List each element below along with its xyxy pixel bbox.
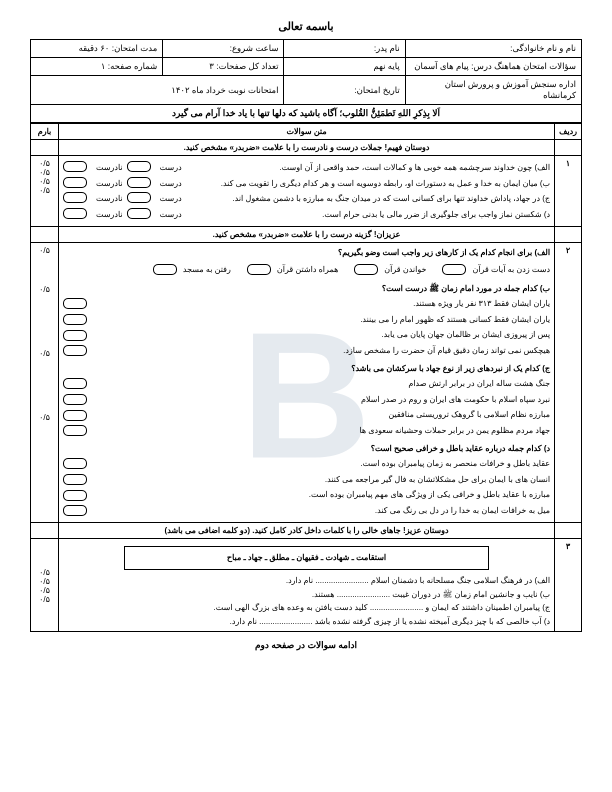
header-subject: سؤالات امتحان هماهنگ درس: پیام های آسمان: [405, 58, 581, 76]
q3-number: ۳: [555, 539, 582, 632]
q1c-true-checkbox[interactable]: [127, 192, 151, 203]
header-term: امتحانات نوبت خرداد ماه ۱۴۰۲: [31, 76, 284, 105]
q3b-text: ب) نایب و جانشین امام زمان ﷺ در دوران غی…: [63, 588, 550, 602]
q2d-question: د) کدام جمله درباره عقاید باطل و خرافی ص…: [63, 442, 550, 456]
header-date: تاریخ امتحان:: [284, 76, 405, 105]
header-duration: مدت امتحان: ۶۰ دقیقه: [31, 40, 163, 58]
q2-body: الف) برای انجام کدام یک از کارهای زیر وا…: [59, 243, 555, 523]
q2c-check2[interactable]: [63, 394, 87, 405]
q1a-text: الف) چون خداوند سرچشمه همه خوبی ها و کما…: [182, 161, 550, 175]
q3d-text: د) آب خالصی که با چیز دیگری آمیخته نشده …: [63, 615, 550, 629]
q2b-opt2: یاران ایشان فقط کسانی هستند که ظهور امام…: [360, 313, 550, 327]
header-start: ساعت شروع:: [163, 40, 284, 58]
col-header-matn: متن سوالات: [59, 124, 555, 140]
q2c-opt3: مبارزه نظام اسلامی با گروهک تروریستی منا…: [388, 408, 550, 422]
q2b-opt1: یاران ایشان فقط ۳۱۳ نفر یار ویژه هستند.: [413, 297, 550, 311]
q2c-question: ج) کدام یک از نبردهای زیر از نوع جهاد با…: [63, 362, 550, 376]
section2-title: عزیزان! گزینه درست را با علامت «ضربدر» م…: [59, 227, 555, 243]
q2a-opt1: دست زدن به آیات قرآن: [472, 263, 550, 277]
header-name: نام و نام خانوادگی:: [405, 40, 581, 58]
continue-note: ادامه سوالات در صفحه دوم: [30, 640, 582, 651]
q2d-check4[interactable]: [63, 505, 87, 516]
q2a-check2[interactable]: [354, 264, 378, 275]
hadith-text: اَلا بِذِکرِ اللهِ تَطمَئِنُّ القُلوب؛ آ…: [31, 105, 582, 123]
q2b-check2[interactable]: [63, 314, 87, 325]
q3a-text: الف) در فرهنگ اسلامی جنگ مسلحانه با دشمن…: [63, 574, 550, 588]
q1c-false-checkbox[interactable]: [63, 192, 87, 203]
q2d-check3[interactable]: [63, 490, 87, 501]
q2a-check1[interactable]: [442, 264, 466, 275]
header-father: نام پدر:: [284, 40, 405, 58]
q1a-true-checkbox[interactable]: [127, 161, 151, 172]
questions-table: ردیف متن سوالات بارم دوستان فهیم! جملات …: [30, 123, 582, 632]
header-dept: اداره سنجش آموزش و پرورش استان کرمانشاه: [405, 76, 581, 105]
q2a-opt2: خواندن قرآن: [384, 263, 426, 277]
q1-body: الف) چون خداوند سرچشمه همه خوبی ها و کما…: [59, 156, 555, 227]
q2b-check3[interactable]: [63, 330, 87, 341]
q2c-check4[interactable]: [63, 425, 87, 436]
q2d-opt2: انسان های با ایمان برای حل مشکلاتشان به …: [325, 473, 550, 487]
col-header-barem: بارم: [31, 124, 59, 140]
q2a-check4[interactable]: [153, 264, 177, 275]
q2d-opt3: مبارزه با عقاید باطل و خرافی یکی از ویژگ…: [309, 488, 550, 502]
true-label: درست: [160, 161, 182, 175]
q1d-false-checkbox[interactable]: [63, 208, 87, 219]
false-label: نادرست: [96, 161, 123, 175]
q2a-opt3: همراه داشتن قرآن: [277, 263, 338, 277]
q2a-question: الف) برای انجام کدام یک از کارهای زیر وا…: [63, 246, 550, 260]
q2b-opt3: پس از پیروزی ایشان بر ظالمان جهان پایان …: [381, 328, 550, 342]
q2a-opt4: رفتن به مسجد: [183, 263, 231, 277]
header-grade: پایه نهم: [284, 58, 405, 76]
col-header-radif: ردیف: [555, 124, 582, 140]
q3-body: استقامت ـ شهادت ـ فقیهان ـ مطلق ـ جهاد ـ…: [59, 539, 555, 632]
q2a-check3[interactable]: [247, 264, 271, 275]
q2-number: ۲: [555, 243, 582, 523]
q2b-question: ب) کدام جمله در مورد امام زمان ﷺ درست اس…: [63, 282, 550, 296]
q1-number: ۱: [555, 156, 582, 227]
q2b-check1[interactable]: [63, 298, 87, 309]
word-bank-box: استقامت ـ شهادت ـ فقیهان ـ مطلق ـ جهاد ـ…: [124, 546, 489, 570]
q1c-text: ج) در جهاد، پاداش خداوند تنها برای کسانی…: [182, 192, 550, 206]
q2d-opt4: میل به خرافات ایمان به خدا را در دل بی ر…: [375, 504, 550, 518]
q1d-text: د) شکستن نماز واجب برای جلوگیری از ضرر م…: [182, 208, 550, 222]
q2b-opt4: هیچکس نمی تواند زمان دقیق قیام آن حضرت ر…: [343, 344, 550, 358]
q1b-true-checkbox[interactable]: [127, 177, 151, 188]
q2c-check3[interactable]: [63, 410, 87, 421]
q2d-check2[interactable]: [63, 474, 87, 485]
q1a-false-checkbox[interactable]: [63, 161, 87, 172]
section1-title: دوستان فهیم! جملات درست و نادرست را با ع…: [59, 140, 555, 156]
q1-barem: ۰/۵ ۰/۵ ۰/۵ ۰/۵: [31, 156, 59, 227]
q1b-text: ب) میان ایمان به خدا و عمل به دستورات او…: [182, 177, 550, 191]
q2c-opt4: جهاد مردم مظلوم یمن در برابر حملات وحشیا…: [359, 424, 550, 438]
q2b-check4[interactable]: [63, 345, 87, 356]
section3-title: دوستان عزیز! جاهای خالی را با کلمات داخل…: [59, 523, 555, 539]
q2d-opt1: عقاید باطل و خرافات منحصر به زمان پیامبر…: [360, 457, 550, 471]
q2-barem: ۰/۵ ۰/۵ ۰/۵ ۰/۵: [31, 243, 59, 523]
q2c-check1[interactable]: [63, 378, 87, 389]
q3-barem: ۰/۵ ۰/۵ ۰/۵ ۰/۵: [31, 539, 59, 632]
header-pagenum: شماره صفحه: ۱: [31, 58, 163, 76]
page-title: باسمه تعالی: [30, 20, 582, 33]
q2c-opt2: نبرد سپاه اسلام با حکومت های ایران و روم…: [361, 393, 550, 407]
q3c-text: ج) پیامبران اطمینان داشتند که ایمان و ..…: [63, 601, 550, 615]
q2d-check1[interactable]: [63, 458, 87, 469]
exam-header-table: نام و نام خانوادگی: نام پدر: ساعت شروع: …: [30, 39, 582, 123]
q1b-false-checkbox[interactable]: [63, 177, 87, 188]
q2c-opt1: جنگ هشت ساله ایران در برابر ارتش صدام: [408, 377, 550, 391]
header-pages: تعداد کل صفحات: ۳: [163, 58, 284, 76]
q1d-true-checkbox[interactable]: [127, 208, 151, 219]
